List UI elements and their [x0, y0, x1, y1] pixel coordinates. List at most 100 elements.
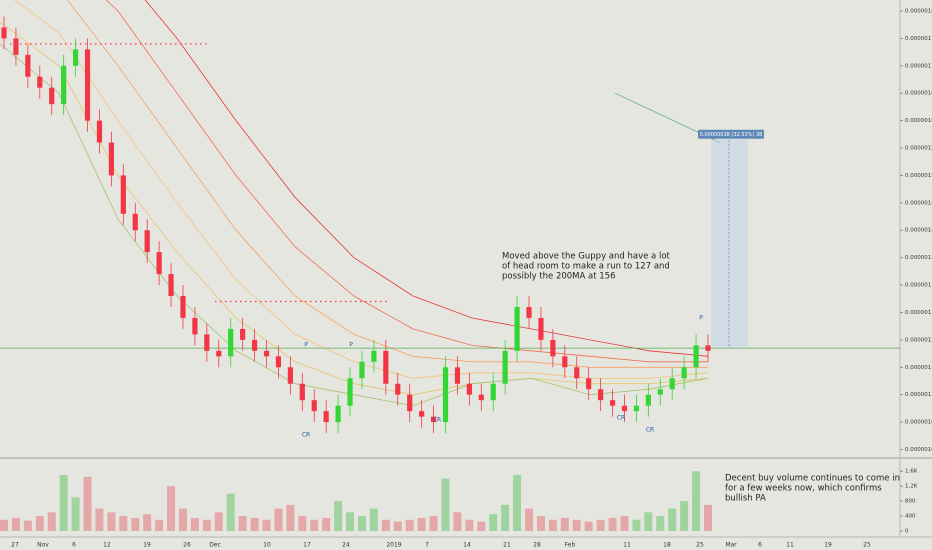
x-tick-label: 7 — [425, 542, 429, 549]
y-tick-label: 0.00000155 — [905, 146, 932, 152]
volume-bar — [107, 512, 116, 531]
volume-bar — [429, 516, 438, 531]
y-tick-label: 0.00000100 — [905, 447, 932, 453]
x-tick-label: 24 — [342, 542, 350, 549]
x-tick-label: 11 — [623, 542, 631, 549]
volume-bar — [155, 519, 164, 531]
volume-bar — [668, 508, 677, 531]
candle-body — [454, 367, 461, 384]
candle-body — [204, 334, 210, 351]
candle-body — [84, 49, 91, 121]
x-tick-label: 21 — [503, 542, 511, 549]
volume-bar — [238, 516, 247, 531]
volume-bar — [489, 514, 498, 531]
volume-bar — [167, 486, 176, 531]
volume-tick-label: 1.6K — [905, 469, 918, 475]
volume-bar — [35, 516, 44, 531]
candle-body — [633, 405, 640, 412]
y-tick-label: 0.00000175 — [905, 36, 932, 42]
candle-body — [335, 405, 341, 423]
volume-bar — [620, 516, 629, 531]
volume-bar — [680, 501, 689, 531]
volume-note: Decent buy volume continues to come in — [725, 474, 900, 484]
candle-body — [275, 356, 282, 368]
guppy-ribbon — [144, 0, 709, 357]
annotation-text: Moved above the Guppy and have a lot — [502, 252, 671, 262]
candle-body — [240, 328, 246, 340]
candle-body — [347, 378, 353, 406]
volume-bar — [477, 521, 486, 531]
volume-bar — [369, 508, 378, 531]
y-tick-label: 0.00000140 — [905, 228, 932, 234]
volume-bar — [608, 517, 617, 531]
y-tick-label: 0.00000130 — [905, 283, 932, 289]
volume-bar — [393, 521, 402, 531]
volume-bar — [250, 517, 259, 531]
y-tick-label: 0.00000125 — [905, 310, 932, 316]
candle-body — [681, 367, 687, 379]
candle-body — [61, 65, 67, 105]
volume-bar — [178, 508, 187, 531]
candle-body — [323, 411, 329, 423]
x-tick-label: Nov — [37, 542, 49, 549]
candle-body — [168, 274, 174, 297]
candle-body — [598, 389, 604, 401]
volume-tick-label: 400 — [905, 514, 916, 520]
candle-body — [609, 400, 616, 406]
volume-bar — [501, 504, 510, 531]
candle-body — [216, 350, 222, 357]
y-tick-label: 0.00000135 — [905, 255, 932, 261]
volume-bar — [572, 519, 581, 531]
y-tick-label: 0.00000115 — [905, 365, 932, 371]
candle-body — [1, 27, 7, 39]
x-tick-label: 14 — [463, 542, 471, 549]
volume-bar — [274, 508, 283, 531]
candle-body — [132, 213, 138, 231]
candle-body — [621, 405, 628, 412]
volume-bar — [310, 519, 319, 531]
x-tick-label: 17 — [303, 542, 311, 549]
marker-label: P — [699, 315, 703, 322]
x-tick-label: 18 — [663, 542, 671, 549]
volume-bar — [119, 516, 128, 531]
volume-bar — [214, 512, 223, 531]
x-tick-label: 19 — [824, 542, 832, 549]
y-tick-label: 0.00000105 — [905, 420, 932, 426]
candle-body — [490, 383, 496, 401]
volume-bar — [11, 517, 20, 531]
volume-bar — [405, 519, 414, 531]
candle-body — [37, 76, 43, 88]
volume-bar — [334, 501, 343, 531]
candle-body — [645, 394, 651, 406]
candle-body — [228, 328, 234, 357]
volume-note: bullish PA — [725, 494, 766, 504]
volume-bar — [465, 519, 474, 531]
measure-box — [711, 139, 748, 349]
x-tick-label: 26 — [183, 542, 191, 549]
volume-bar — [560, 517, 569, 531]
candle-body — [526, 306, 532, 318]
candle-body — [514, 306, 520, 351]
volume-tick-label: 0 — [905, 529, 909, 535]
candle-body — [72, 49, 79, 66]
marker-label: CR — [617, 415, 625, 422]
volume-bar — [0, 519, 8, 531]
x-tick-label: 10 — [263, 542, 271, 549]
candle-body — [108, 142, 114, 176]
x-tick-label: 6 — [72, 542, 76, 549]
volume-bar — [71, 497, 80, 531]
candle-body — [25, 54, 31, 77]
volume-tick-label: 800 — [905, 499, 916, 505]
candle-body — [705, 345, 711, 351]
volume-bar — [596, 519, 605, 531]
volume-bar — [632, 519, 641, 531]
volume-bar — [298, 516, 307, 531]
x-tick-label: Feb — [565, 542, 576, 549]
x-tick-label: 12 — [103, 542, 111, 549]
candle-body — [478, 394, 484, 401]
candle-body — [180, 296, 186, 318]
candle-body — [657, 389, 663, 395]
measure-label: 0.00000038 (32.53%) 38 — [700, 132, 763, 138]
candle-body — [419, 411, 425, 417]
candle-body — [669, 378, 675, 390]
